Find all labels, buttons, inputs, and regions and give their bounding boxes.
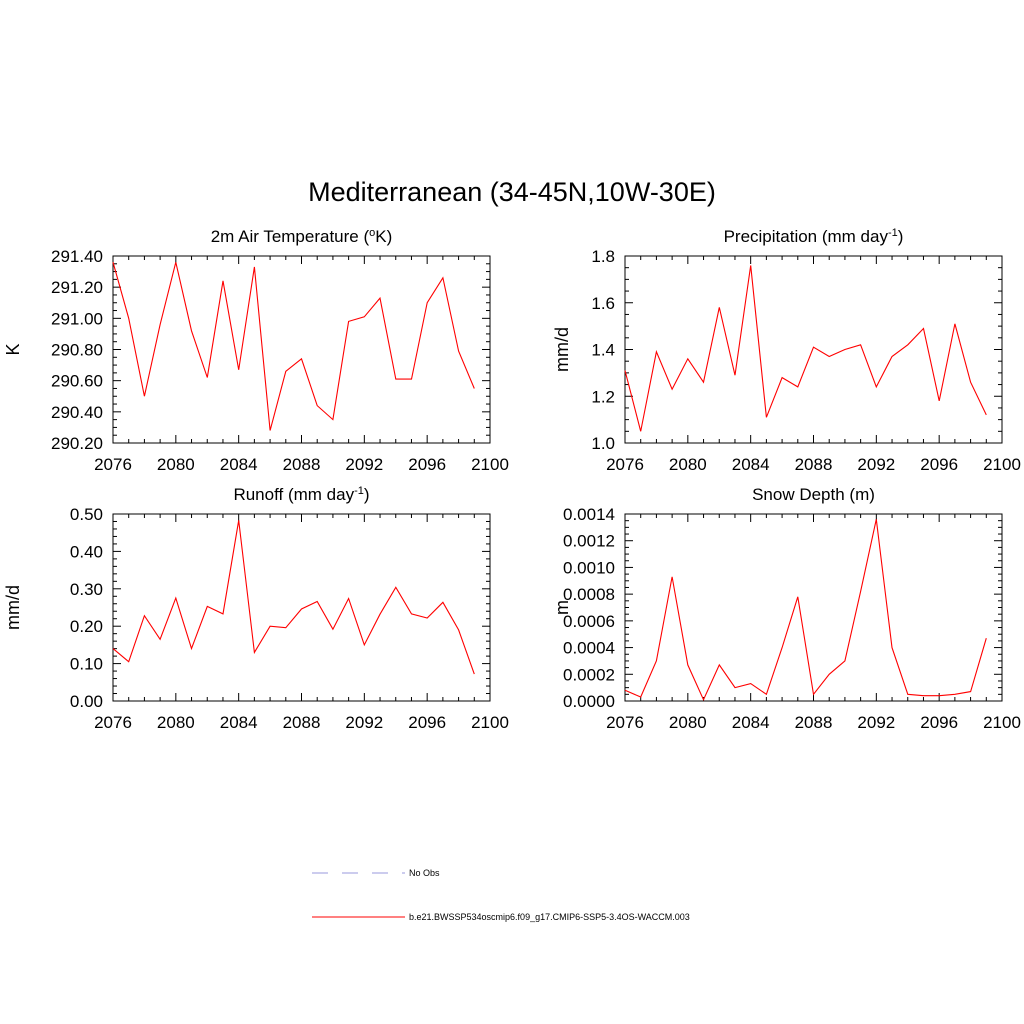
x-tick-label: 2076 [94,455,132,474]
y-tick-label: 1.6 [591,294,615,313]
panel-1: 2m Air Temperature (oK) K 2076 2080 2084 2088… [3,227,509,474]
y-tick-label: 290.20 [51,434,103,453]
y-tick-label: 291.40 [51,247,103,266]
plot-frame [113,256,490,443]
y-tick-label: 0.0008 [563,585,615,604]
x-tick-label: 2088 [283,713,321,732]
x-tick-label: 2080 [157,455,195,474]
y-tick-label: 0.0002 [563,665,615,684]
plot-frame [625,256,1002,443]
series-line-1 [625,519,986,699]
plot-frame [625,514,1002,701]
y-tick-label: 0.0000 [563,692,615,711]
x-tick-label: 2080 [669,713,707,732]
x-tick-label: 2092 [345,455,383,474]
y-tick-label: 1.8 [591,247,615,266]
series-line-1 [113,520,474,674]
x-tick-label: 2084 [220,455,258,474]
legend: No Obs b.e21.BWSSP534oscmip6.f09_g17.CMIP… [312,868,690,922]
y-tick-label: 291.00 [51,309,103,328]
x-tick-label: 2076 [606,455,644,474]
series-line-1 [113,262,474,430]
y-tick-label: 290.60 [51,372,103,391]
y-tick-label: 0.30 [70,580,103,599]
panel-title-main: Snow Depth (m) [752,485,875,504]
y-tick-label: 0.0012 [563,532,615,551]
y-tick-label: 0.0014 [563,505,615,524]
figure-canvas: Mediterranean (34-45N,10W-30E) 2m Air Te… [0,0,1024,1024]
y-tick-label: 0.10 [70,655,103,674]
y-axis-label: K [3,343,23,355]
x-tick-label: 2076 [606,713,644,732]
x-tick-label: 2088 [283,455,321,474]
panel-title-main: Precipitation (mm day [724,227,889,246]
x-tick-label: 2096 [920,713,958,732]
panel-title: Snow Depth (m) [752,485,875,504]
panel-title-end: K) [375,227,392,246]
y-tick-label: 290.40 [51,403,103,422]
panels: 2m Air Temperature (oK) K 2076 2080 2084 2088… [3,227,1021,732]
y-tick-label: 290.80 [51,341,103,360]
legend-label-2: b.e21.BWSSP534oscmip6.f09_g17.CMIP6-SSP5… [409,912,690,922]
x-tick-label: 2080 [157,713,195,732]
y-tick-label: 1.0 [591,434,615,453]
plot-frame [113,514,490,701]
panel-3: Runoff (mm day-1) mm/d 2076 2080 2084 2088 209… [3,485,509,732]
x-tick-label: 2084 [732,713,770,732]
x-tick-label: 2100 [471,713,509,732]
x-tick-label: 2092 [857,455,895,474]
panel-title-end: ) [364,485,370,504]
panel-title-sup: -1 [888,227,898,239]
series-line-1 [625,265,986,431]
x-tick-label: 2080 [669,455,707,474]
x-tick-label: 2100 [983,455,1021,474]
legend-label-1: No Obs [409,868,440,878]
panel-title-end: ) [898,227,904,246]
panel-title: 2m Air Temperature (oK) [211,227,393,246]
x-tick-label: 2096 [920,455,958,474]
y-tick-label: 0.40 [70,542,103,561]
panel-title: Precipitation (mm day-1) [724,227,904,246]
y-tick-label: 0.0004 [563,639,615,658]
y-tick-label: 0.0006 [563,612,615,631]
figure-title: Mediterranean (34-45N,10W-30E) [308,177,716,207]
y-tick-label: 1.2 [591,387,615,406]
y-tick-label: 0.0010 [563,558,615,577]
x-tick-label: 2096 [408,455,446,474]
y-axis-label: mm/d [3,585,23,630]
y-tick-label: 291.20 [51,278,103,297]
x-tick-label: 2088 [795,713,833,732]
y-tick-label: 1.4 [591,341,615,360]
x-tick-label: 2100 [983,713,1021,732]
x-tick-label: 2092 [345,713,383,732]
panel-title-main: Runoff (mm day [233,485,354,504]
x-tick-label: 2084 [732,455,770,474]
y-axis-label: mm/d [552,327,572,372]
y-tick-label: 0.50 [70,505,103,524]
x-tick-label: 2092 [857,713,895,732]
x-tick-label: 2096 [408,713,446,732]
y-tick-label: 0.20 [70,617,103,636]
x-tick-label: 2088 [795,455,833,474]
x-tick-label: 2084 [220,713,258,732]
x-tick-label: 2100 [471,455,509,474]
panel-title-main: 2m Air Temperature ( [211,227,370,246]
panel-2: Precipitation (mm day-1) mm/d 2076 2080 2084… [552,227,1021,474]
panel-title-sup: -1 [354,485,364,497]
x-tick-label: 2076 [94,713,132,732]
y-tick-label: 0.00 [70,692,103,711]
panel-title: Runoff (mm day-1) [233,485,369,504]
